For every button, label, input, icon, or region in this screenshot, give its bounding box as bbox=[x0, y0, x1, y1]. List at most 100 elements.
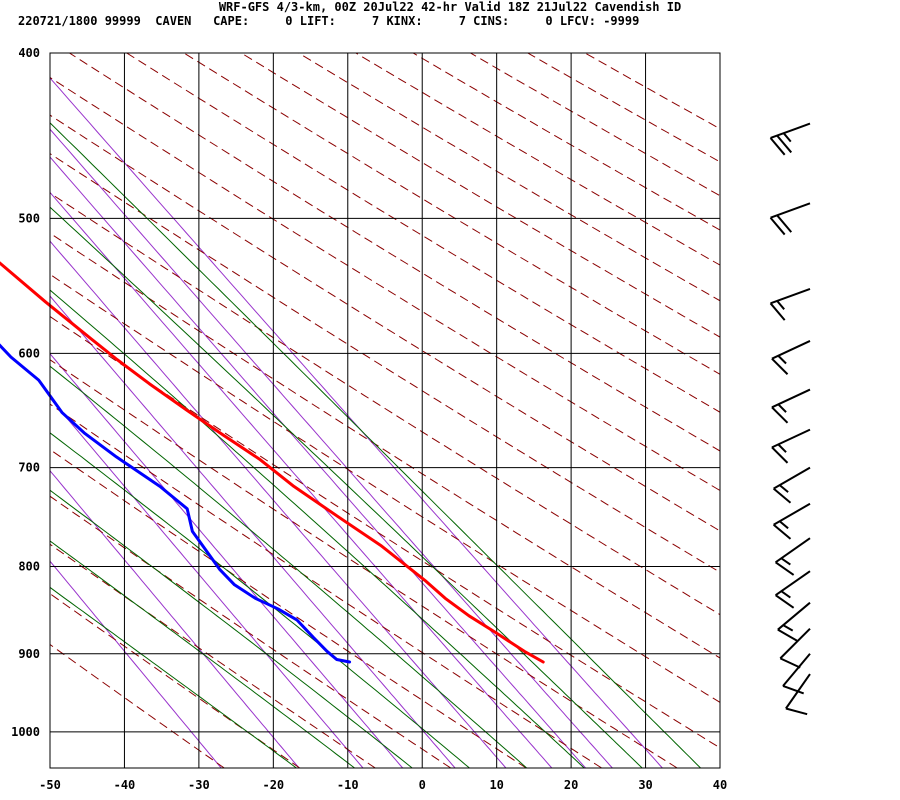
wind-barb-staff bbox=[777, 601, 811, 631]
wind-barb-flag bbox=[779, 657, 801, 669]
dry-adiabat bbox=[50, 153, 720, 573]
wind-barb-flag bbox=[771, 357, 789, 375]
pressure-tick-label: 700 bbox=[18, 461, 40, 475]
wind-barb-staff bbox=[782, 653, 811, 687]
moist-adiabat bbox=[50, 489, 413, 768]
wind-barb-half-flag bbox=[779, 484, 789, 493]
wind-barb-flag bbox=[776, 134, 793, 154]
wind-barb-flag bbox=[777, 628, 798, 642]
pressure-tick-label: 600 bbox=[18, 346, 40, 360]
mixing-ratio-line bbox=[50, 77, 663, 768]
dry-adiabat bbox=[50, 315, 720, 749]
mixing-ratio-line bbox=[50, 191, 553, 768]
dry-adiabat bbox=[470, 53, 720, 197]
temperature-tick-label: 30 bbox=[638, 778, 652, 792]
moist-adiabat bbox=[50, 540, 355, 768]
dry-adiabat bbox=[50, 448, 527, 768]
wind-barb bbox=[775, 570, 811, 609]
dry-adiabat bbox=[50, 593, 301, 768]
wind-barb-flag bbox=[772, 487, 792, 504]
dry-adiabat bbox=[240, 53, 720, 338]
mixing-ratio-line bbox=[50, 156, 586, 768]
wind-barb-flag bbox=[775, 561, 795, 576]
moist-adiabat bbox=[50, 365, 528, 768]
wind-barb-flag bbox=[775, 594, 795, 609]
plot-frame bbox=[49, 52, 721, 769]
wind-barb-staff bbox=[785, 673, 811, 710]
temperature-tick-label: 40 bbox=[713, 778, 727, 792]
pressure-tick-label: 900 bbox=[18, 647, 40, 661]
wind-barb-staff bbox=[771, 428, 811, 449]
wind-barb bbox=[772, 466, 811, 504]
sounding-title: WRF-GFS 4/3-km, 00Z 20Jul22 42-hr Valid … bbox=[218, 0, 682, 14]
dewpoint-trace bbox=[0, 343, 352, 664]
dry-adiabat bbox=[355, 53, 720, 266]
tick-labels: 400 500 600 700 800 900 1000 -50 -40 -30 -20 -10 0 10… bbox=[11, 46, 727, 792]
temperature-tick-label: 0 bbox=[419, 778, 426, 792]
wind-barb-flag bbox=[785, 707, 808, 716]
pressure-tick-label: 400 bbox=[18, 46, 40, 60]
temperature-tick-label: -20 bbox=[262, 778, 284, 792]
wind-barb-half-flag bbox=[776, 300, 785, 310]
wind-barb-flag bbox=[772, 523, 792, 540]
pressure-tick-label: 800 bbox=[18, 560, 40, 574]
dry-adiabat bbox=[50, 273, 720, 703]
wind-barb bbox=[785, 673, 811, 716]
temperature-tick-label: -40 bbox=[114, 778, 136, 792]
wind-barb-staff bbox=[771, 388, 811, 409]
mixing-ratio-line bbox=[50, 469, 300, 768]
temperature-tick-label: -10 bbox=[337, 778, 359, 792]
wind-barb-staff bbox=[770, 122, 811, 139]
wind-barb bbox=[769, 122, 811, 156]
wind-barb-flag bbox=[771, 406, 789, 424]
wind-barb-flag bbox=[776, 214, 793, 233]
wind-barb bbox=[777, 601, 811, 642]
dry-adiabat bbox=[50, 114, 720, 532]
wind-barb-flag bbox=[769, 217, 786, 236]
wind-barb-half-flag bbox=[782, 132, 792, 143]
temperature-tick-label: 20 bbox=[564, 778, 578, 792]
sounding-traces bbox=[0, 261, 545, 664]
wind-barb-flag bbox=[771, 446, 789, 464]
mixing-ratio-line bbox=[50, 560, 222, 768]
wind-barb-half-flag bbox=[777, 443, 787, 453]
dry-adiabat bbox=[584, 53, 720, 130]
moist-adiabat bbox=[50, 122, 701, 768]
pressure-tick-label: 500 bbox=[18, 211, 40, 225]
stability-indices: 220721/1800 99999 CAVEN CAPE: 0 LIFT: 7 … bbox=[18, 14, 640, 28]
mixing-ratio-line bbox=[50, 240, 507, 768]
moist-adiabat bbox=[50, 432, 470, 768]
wind-barb-staff bbox=[773, 466, 811, 490]
wind-barb-staff bbox=[779, 627, 811, 660]
wind-barb-half-flag bbox=[780, 590, 791, 599]
wind-barb bbox=[769, 202, 811, 236]
temperature-tick-label: 10 bbox=[489, 778, 503, 792]
wind-barb bbox=[779, 627, 811, 669]
mixing-ratio-line bbox=[50, 128, 613, 768]
dry-adiabat bbox=[50, 495, 452, 768]
wind-barb-staff bbox=[770, 202, 811, 219]
temperature-trace bbox=[0, 261, 545, 664]
dry-adiabat bbox=[126, 53, 720, 413]
wind-barb bbox=[771, 388, 811, 424]
mixing-ratio-line bbox=[50, 397, 364, 768]
wind-barb-half-flag bbox=[777, 355, 787, 365]
wind-barbs bbox=[769, 122, 811, 716]
dry-adiabat bbox=[50, 543, 376, 768]
dry-adiabat bbox=[50, 232, 720, 659]
wind-barb-half-flag bbox=[780, 557, 791, 566]
temperature-tick-label: -50 bbox=[39, 778, 61, 792]
wind-barb-half-flag bbox=[782, 624, 794, 632]
wind-barb bbox=[771, 340, 811, 375]
moist-adiabat bbox=[50, 206, 643, 768]
wind-barb-staff bbox=[771, 340, 811, 360]
wind-barb-flag bbox=[769, 137, 786, 156]
dry-adiabat bbox=[50, 192, 720, 616]
dry-adiabat bbox=[50, 403, 602, 768]
pressure-tick-label: 1000 bbox=[11, 725, 40, 739]
dry-adiabat bbox=[183, 53, 720, 375]
wind-barb-half-flag bbox=[777, 403, 787, 413]
wind-barb-half-flag bbox=[779, 520, 789, 530]
wind-barb-flag bbox=[782, 685, 805, 695]
